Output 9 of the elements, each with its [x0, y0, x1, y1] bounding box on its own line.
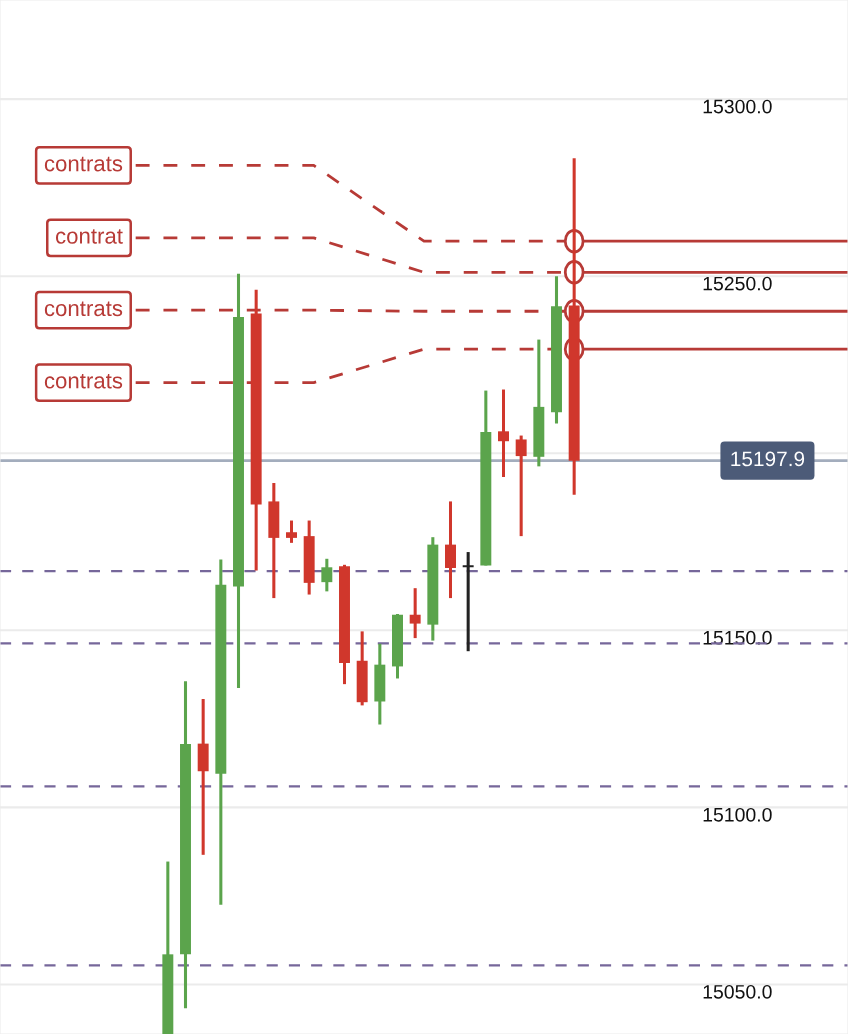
y-tick-label: 15300.0: [703, 99, 772, 114]
ref-line-label: contrats: [44, 373, 123, 389]
ref-line-label: 15197.9: [731, 451, 805, 467]
y-tick-label: 15050.0: [703, 984, 772, 999]
y-tick-label: 15250.0: [703, 276, 772, 291]
y-tick-label: 15100.0: [703, 807, 772, 822]
ref-line-label: contrats: [44, 301, 123, 317]
ref-line-label: contrat: [55, 229, 123, 244]
ref-line-label: contrats: [44, 156, 123, 172]
